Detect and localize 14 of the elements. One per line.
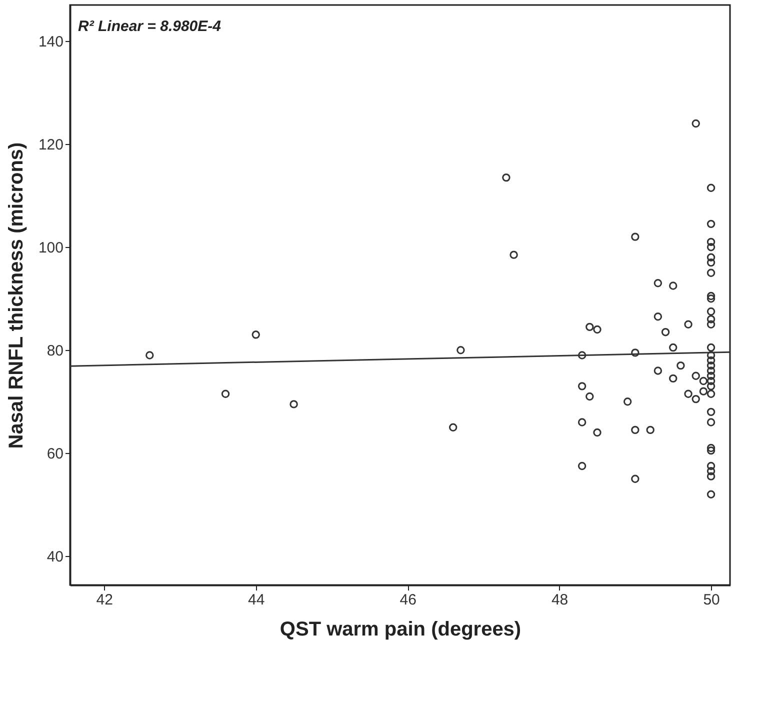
y-axis-title: Nasal RNFL thickness (microns) [5,142,28,449]
y-tick-label: 120 [38,136,64,154]
y-tick-label: 140 [38,34,64,51]
y-tick-label: 100 [38,240,64,257]
x-tick-label: 42 [96,592,113,608]
x-tick-label: 44 [248,592,265,608]
y-tick-label: 60 [46,446,64,463]
annotation: R² Linear = 8.980E-4 [78,18,222,35]
x-tick-label: 46 [400,592,416,608]
x-tick-label: 50 [703,592,720,608]
x-axis-title: QST warm pain (degrees) [280,618,522,640]
x-tick-label: 48 [551,592,568,608]
y-tick-label: 40 [46,548,64,566]
y-tick-label: 80 [46,342,64,360]
